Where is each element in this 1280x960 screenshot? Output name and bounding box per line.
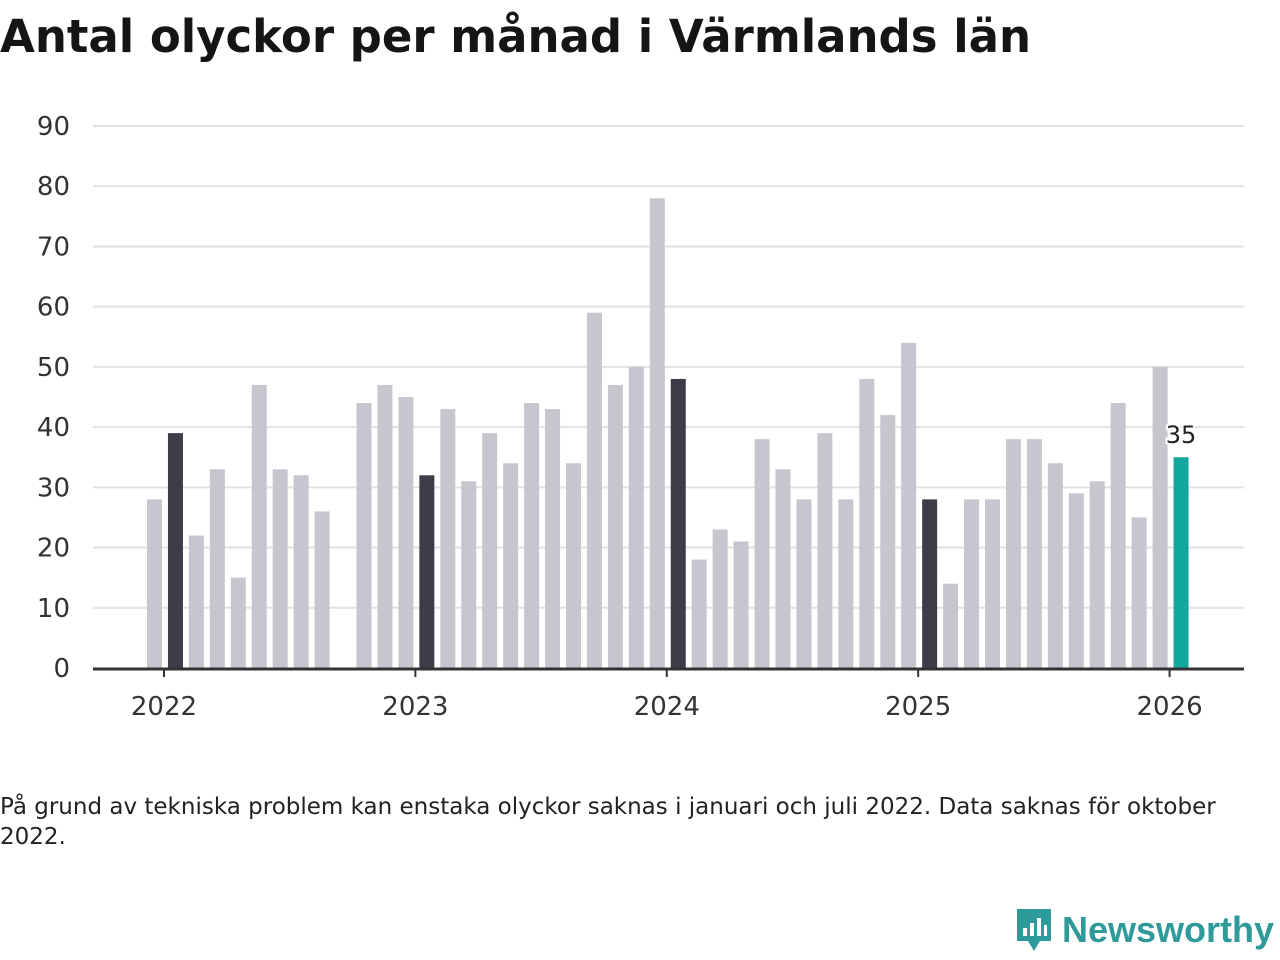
bar (649, 198, 665, 668)
bar (628, 366, 644, 668)
footnote: På grund av tekniska problem kan enstaka… (0, 794, 1216, 850)
bar-layer (147, 198, 1189, 668)
bar (922, 499, 938, 668)
bar (754, 439, 770, 668)
bar (1089, 481, 1105, 668)
bar (1005, 439, 1021, 668)
brand-name: Newsworthy (1061, 909, 1274, 950)
bar (461, 481, 477, 668)
y-tick-label: 40 (37, 413, 70, 443)
bar (1131, 517, 1147, 668)
bar (964, 499, 980, 668)
bar (1047, 463, 1063, 668)
bar (440, 409, 456, 668)
bar (817, 433, 833, 668)
bar (712, 529, 728, 668)
brand-logo: Newsworthy (1014, 902, 1274, 958)
bar (377, 384, 393, 668)
y-tick-label: 70 (37, 232, 70, 262)
y-tick-label: 80 (37, 172, 70, 202)
bar (943, 583, 959, 668)
bar (985, 499, 1000, 668)
bar (1152, 366, 1168, 668)
y-tick-label: 0 (53, 654, 70, 684)
y-tick-label: 50 (37, 353, 70, 383)
bar (356, 403, 372, 668)
bar (733, 541, 749, 668)
y-tick-label: 60 (37, 293, 70, 323)
bar (838, 499, 854, 668)
bar (1110, 403, 1126, 668)
chart-title: Antal olyckor per månad i Värmlands län (0, 10, 1032, 63)
x-tick-label: 2023 (382, 692, 448, 722)
newsworthy-logo-icon (1016, 909, 1051, 951)
x-tick-label: 2025 (885, 692, 951, 722)
bar (314, 511, 330, 668)
bar (167, 433, 183, 668)
bar (188, 535, 204, 668)
y-tick-label: 90 (37, 112, 70, 142)
y-tick-label: 20 (37, 534, 70, 564)
bar (586, 312, 602, 668)
bar (607, 384, 623, 668)
bar (524, 403, 540, 668)
bar (147, 499, 162, 668)
bar (775, 469, 791, 668)
bar (503, 463, 519, 668)
bar (670, 378, 686, 668)
bar (482, 433, 498, 668)
bar (230, 577, 246, 668)
bar (272, 469, 288, 668)
bar (251, 384, 267, 668)
bar (1026, 439, 1042, 668)
bar (796, 499, 812, 668)
bar (293, 475, 309, 668)
x-tick-label: 2024 (634, 692, 700, 722)
y-tick-label: 10 (37, 594, 70, 624)
bar (859, 378, 875, 668)
bar (566, 463, 581, 668)
bar (901, 342, 917, 668)
label-layer: 35 (1164, 419, 1199, 451)
bar (209, 469, 225, 668)
bar (1173, 457, 1189, 668)
bar (691, 559, 707, 668)
data-label: 35 (1166, 421, 1197, 449)
axis-layer: 0 10 20 30 40 50 60 70 80 90 2022 2023 2024 2025 2026 (37, 112, 1244, 722)
x-tick-label: 2026 (1136, 692, 1202, 722)
bar (419, 475, 435, 668)
y-tick-label: 30 (37, 473, 70, 503)
x-tick-label: 2022 (131, 692, 197, 722)
bar (1068, 493, 1084, 668)
bar (545, 409, 561, 668)
bar (398, 397, 414, 668)
bar (880, 415, 896, 668)
